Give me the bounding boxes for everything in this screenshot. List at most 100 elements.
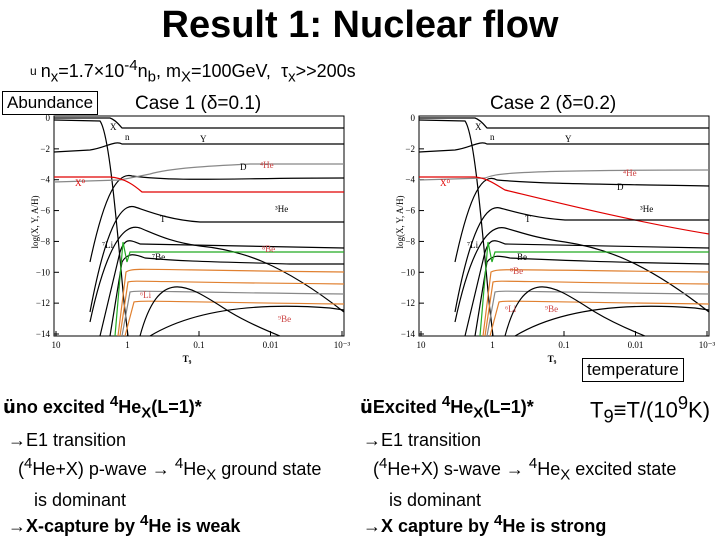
y-tick-label: −12 [401, 298, 415, 308]
bullet-icon: u [30, 64, 37, 78]
y-tick-label: −2 [40, 144, 50, 154]
species-label: ³He [275, 204, 288, 214]
species-label: ⁴He [623, 168, 637, 178]
y-tick-label: −10 [36, 267, 51, 277]
temperature-label: temperature [582, 358, 684, 382]
curve-be7 [109, 254, 344, 337]
y-ticks: 0 −2 −4 −6 −8 −10 −12 −14 [401, 113, 424, 339]
species-label: ⁷Be [152, 252, 165, 262]
y-tick-label: −8 [40, 236, 50, 246]
species-label: ⁶Li [140, 290, 152, 300]
species-label: Y [565, 134, 572, 144]
x-tick-label: 1 [490, 340, 495, 350]
curve-li7 [99, 240, 345, 337]
curve-y [53, 142, 344, 153]
x-ticks: 10 1 0.1 0.01 10⁻³ [52, 331, 350, 350]
x-tick-label: 1 [125, 340, 130, 350]
species-label: ⁷Li [467, 240, 479, 250]
curve-he4x [53, 163, 344, 183]
species-label: D [617, 182, 624, 192]
curve-gray2 [486, 290, 710, 337]
curve-d [89, 174, 345, 263]
curve-n [418, 119, 494, 337]
x-ticks: 10 1 0.1 0.01 10⁻³ [417, 331, 715, 350]
curve-gray2 [121, 290, 345, 337]
y-tick-label: −12 [36, 298, 50, 308]
mx-symbol: , mX=100GeV, [155, 61, 271, 86]
species-label: X [475, 122, 482, 132]
species-label: T [525, 214, 531, 224]
curve-x0 [419, 176, 710, 235]
species-labels-case2: Xn Y ⁴He D X⁰ ³He T ⁷Li Be ⁸Be ⁶Li ⁹Be [440, 122, 653, 314]
species-label: ⁶Li [505, 304, 517, 314]
case1-label: Case 1 (δ=0.1) [135, 93, 262, 114]
species-label: ⁹Be [545, 304, 558, 314]
curve-y [418, 142, 709, 153]
abundance-label: Abundance [2, 91, 99, 115]
x-tick-label: 10⁻³ [334, 340, 350, 350]
curve-t [89, 226, 345, 323]
x-tick-label: 0.1 [558, 340, 569, 350]
curve-x0 [54, 176, 344, 193]
species-label: ⁴He [260, 160, 274, 170]
curve-be8x [482, 269, 710, 337]
case2-label: Case 2 (δ=0.2) [490, 93, 617, 114]
note-case2: →E1 transition (4He+X) s-wave → 4HeX exc… [363, 430, 677, 510]
curve-he3 [454, 207, 709, 313]
x-tick-label: 10 [52, 340, 62, 350]
y-tick-label: 0 [46, 113, 51, 123]
curve-x [419, 117, 709, 129]
curve-be9x [514, 305, 710, 337]
species-label: D [240, 162, 247, 172]
y-tick-label: −2 [405, 144, 415, 154]
conclusion-case2: üExcited 4HeX(L=1)* [360, 393, 534, 422]
species-label: ⁸Be [510, 266, 523, 276]
check-icon: ü [360, 397, 373, 418]
species-label: X [110, 122, 117, 132]
species-label: ⁷Li [102, 240, 114, 250]
x-tick-label: 10⁻³ [699, 340, 715, 350]
case1-abundance-plot: 0 −2 −4 −6 −8 −10 −12 −14 10 1 0.1 0.01 10⁻³ log(X,… [30, 113, 350, 364]
curve-li6x [124, 300, 345, 337]
curve-he4x [418, 169, 710, 181]
curve-be9x [149, 305, 345, 337]
curve-be8x [117, 268, 345, 337]
y-axis-label: log(X, Y, A/H) [30, 195, 40, 248]
species-label: T [160, 214, 166, 224]
species-labels-case1: Xn Y D ⁴He X⁰ ³He T ⁷Li ⁷Be ⁸Be ⁶Li ⁹Be [75, 122, 291, 324]
curve-green [479, 241, 709, 337]
y-axis-label: log(X, Y, A/H) [395, 195, 405, 248]
x-tick-label: 0.1 [193, 340, 204, 350]
species-label: Y [200, 134, 207, 144]
nx-symbol: nx=1.7×10-4nb [40, 57, 156, 86]
conclusion-case1: üno excited 4HeX(L=1)* [3, 393, 202, 422]
y-tick-label: −6 [40, 206, 50, 216]
y-tick-label: −10 [401, 267, 416, 277]
curve-li6x [489, 300, 710, 337]
curve-x [54, 117, 344, 129]
curve-green [114, 241, 344, 337]
curve-li6 [139, 286, 281, 337]
x-tick-label: 10 [417, 340, 427, 350]
curve-d [454, 177, 710, 263]
note-case1: →E1 transition (4He+X) p-wave → 4HeX gro… [8, 430, 322, 510]
species-label: X⁰ [440, 178, 450, 188]
curve-orange2 [119, 280, 345, 337]
temperature-definition: T9≡T/(109K) [590, 392, 711, 427]
x-axis-label: T₉ [183, 354, 192, 364]
parameter-line: u nx=1.7×10-4nb, mX=100GeV, τx>>200s [30, 57, 356, 86]
x-axis-label: T₉ [548, 354, 557, 364]
y-tick-label: −8 [405, 236, 415, 246]
y-tick-label: −6 [405, 206, 415, 216]
capture-case2: →X capture by 4He is strong [363, 512, 607, 536]
y-tick-label: −4 [405, 175, 415, 185]
y-tick-label: −14 [401, 329, 416, 339]
species-label: ³He [640, 204, 653, 214]
curve-li6 [504, 286, 646, 337]
x-tick-label: 0.01 [628, 340, 644, 350]
species-label: ⁸Be [262, 244, 275, 254]
y-tick-label: 0 [411, 113, 416, 123]
species-label: n [490, 132, 495, 142]
species-label: X⁰ [75, 178, 85, 188]
species-label: ⁹Be [278, 314, 291, 324]
